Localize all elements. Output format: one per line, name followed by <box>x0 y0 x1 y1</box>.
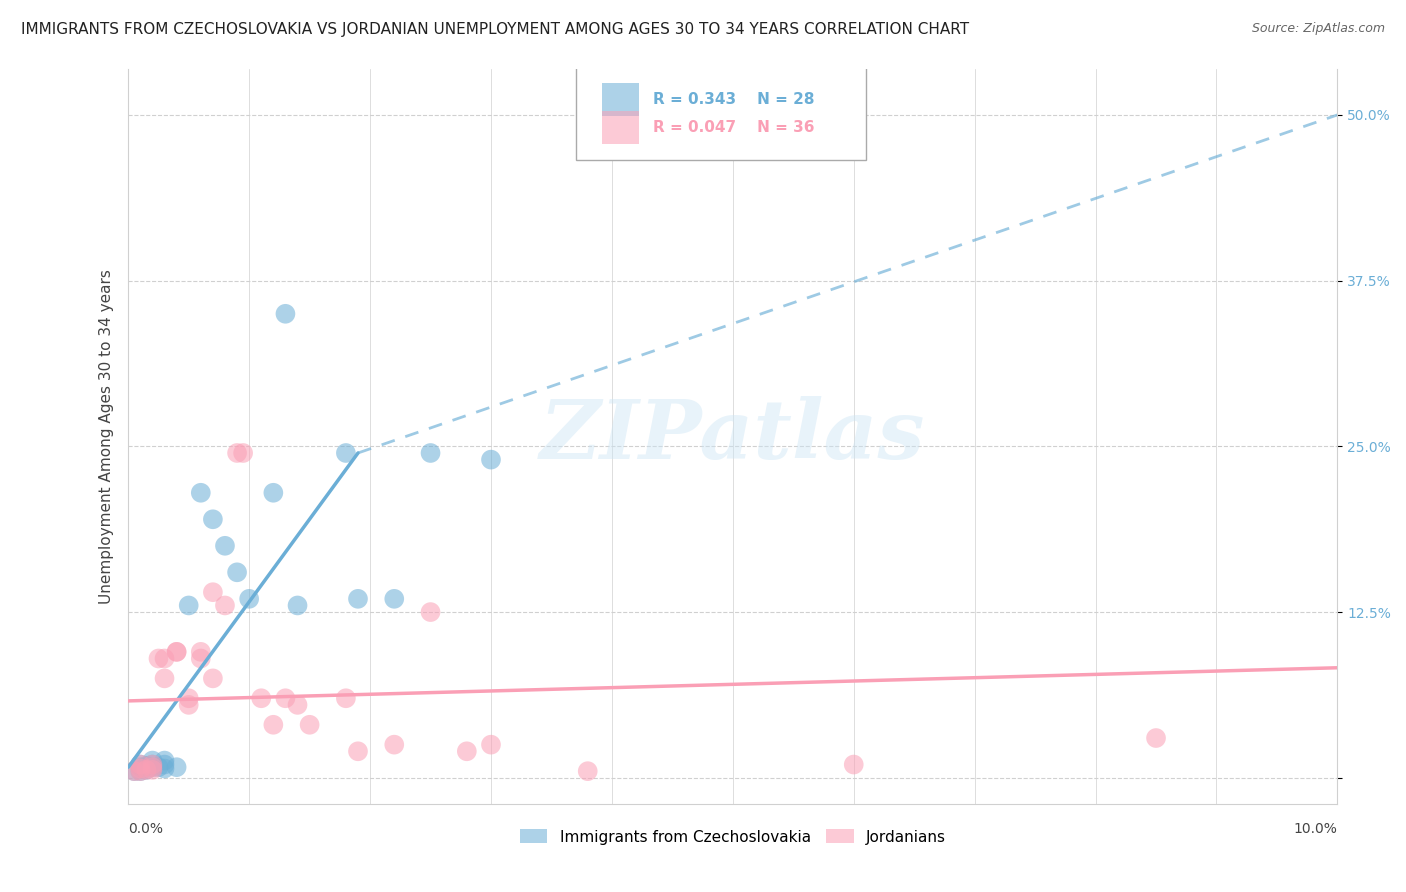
Point <box>153 672 176 686</box>
Point <box>135 763 157 777</box>
Point <box>214 599 236 613</box>
Text: ZIPatlas: ZIPatlas <box>540 396 925 476</box>
Point <box>274 691 297 706</box>
Point <box>166 645 188 659</box>
Point <box>190 645 212 659</box>
Bar <box>602 112 638 145</box>
Point <box>226 566 249 580</box>
Point <box>479 452 502 467</box>
Point <box>141 757 163 772</box>
Point <box>177 691 200 706</box>
Point <box>456 744 478 758</box>
Y-axis label: Unemployment Among Ages 30 to 34 years: Unemployment Among Ages 30 to 34 years <box>100 269 114 604</box>
Point <box>419 446 441 460</box>
Point <box>129 760 152 774</box>
Point <box>153 762 176 776</box>
Point <box>1144 731 1167 745</box>
Point <box>287 599 309 613</box>
Point <box>177 698 200 712</box>
Point <box>262 718 284 732</box>
Point <box>347 591 370 606</box>
Point <box>148 651 170 665</box>
Point <box>141 754 163 768</box>
Point <box>141 760 163 774</box>
Point <box>166 760 188 774</box>
Point <box>129 762 152 776</box>
Point <box>262 485 284 500</box>
Point <box>335 446 357 460</box>
Point <box>201 512 224 526</box>
Text: 10.0%: 10.0% <box>1294 822 1337 837</box>
Point <box>274 307 297 321</box>
Point <box>419 605 441 619</box>
Point <box>382 591 405 606</box>
Point <box>190 651 212 665</box>
Point <box>141 760 163 774</box>
Legend: Immigrants from Czechoslovakia, Jordanians: Immigrants from Czechoslovakia, Jordania… <box>520 830 946 845</box>
Text: Source: ZipAtlas.com: Source: ZipAtlas.com <box>1251 22 1385 36</box>
Point <box>232 446 254 460</box>
Point <box>141 763 163 777</box>
Point <box>135 763 157 777</box>
Point <box>250 691 273 706</box>
Text: 0.0%: 0.0% <box>128 822 163 837</box>
Point <box>129 764 152 779</box>
Text: R = 0.047    N = 36: R = 0.047 N = 36 <box>652 120 814 136</box>
Point <box>129 757 152 772</box>
Point <box>135 759 157 773</box>
Point <box>177 599 200 613</box>
Text: R = 0.343    N = 28: R = 0.343 N = 28 <box>652 92 814 107</box>
Point <box>153 754 176 768</box>
FancyBboxPatch shape <box>575 65 866 161</box>
Point <box>129 757 152 772</box>
Point <box>335 691 357 706</box>
Point <box>141 757 163 772</box>
Point <box>842 757 865 772</box>
Point <box>201 585 224 599</box>
Point <box>238 591 260 606</box>
Point <box>153 757 176 772</box>
Point <box>124 764 146 779</box>
Point <box>576 764 599 779</box>
Point <box>347 744 370 758</box>
Point <box>166 645 188 659</box>
Point <box>129 764 152 779</box>
Point <box>214 539 236 553</box>
Point <box>153 651 176 665</box>
Point <box>382 738 405 752</box>
Bar <box>602 83 638 116</box>
Point <box>287 698 309 712</box>
Point <box>226 446 249 460</box>
Point <box>298 718 321 732</box>
Point <box>201 672 224 686</box>
Point <box>479 738 502 752</box>
Point <box>148 760 170 774</box>
Point <box>124 764 146 779</box>
Point <box>190 485 212 500</box>
Text: IMMIGRANTS FROM CZECHOSLOVAKIA VS JORDANIAN UNEMPLOYMENT AMONG AGES 30 TO 34 YEA: IMMIGRANTS FROM CZECHOSLOVAKIA VS JORDAN… <box>21 22 969 37</box>
